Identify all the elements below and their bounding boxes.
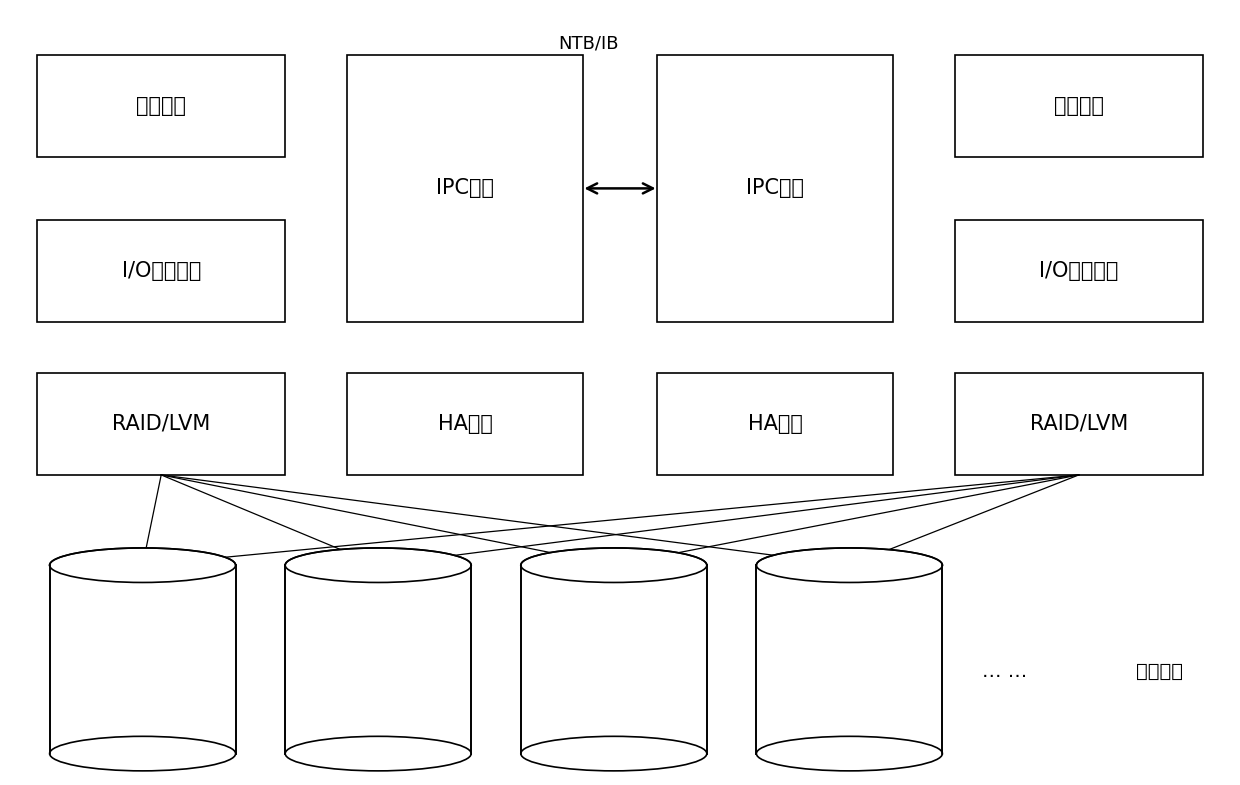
Text: IPC模块: IPC模块: [746, 178, 804, 199]
Bar: [37, 220, 285, 322]
Bar: [37, 55, 285, 157]
Text: HA模块: HA模块: [438, 414, 492, 434]
Ellipse shape: [50, 548, 236, 582]
Ellipse shape: [285, 736, 471, 771]
Bar: [955, 373, 1203, 475]
Ellipse shape: [521, 548, 707, 582]
Ellipse shape: [50, 736, 236, 771]
Bar: [521, 565, 707, 754]
Text: I/O传递模块: I/O传递模块: [122, 261, 201, 281]
Text: I/O传递模块: I/O传递模块: [1039, 261, 1118, 281]
Text: HA模块: HA模块: [748, 414, 802, 434]
Text: 物理硬盘: 物理硬盘: [1136, 662, 1183, 681]
Bar: [955, 55, 1203, 157]
Ellipse shape: [756, 548, 942, 582]
Text: 目标模块: 目标模块: [136, 96, 186, 116]
Bar: [285, 565, 471, 754]
Text: RAID/LVM: RAID/LVM: [112, 414, 211, 434]
Bar: [657, 373, 893, 475]
Bar: [37, 373, 285, 475]
Bar: [50, 565, 236, 754]
Bar: [657, 55, 893, 322]
Bar: [347, 373, 583, 475]
Text: 目标模块: 目标模块: [1054, 96, 1104, 116]
Ellipse shape: [756, 736, 942, 771]
Bar: [347, 55, 583, 322]
Ellipse shape: [285, 548, 471, 582]
Text: NTB/IB: NTB/IB: [559, 35, 619, 52]
Bar: [955, 220, 1203, 322]
Text: IPC模块: IPC模块: [436, 178, 494, 199]
Ellipse shape: [521, 736, 707, 771]
Bar: [756, 565, 942, 754]
Text: RAID/LVM: RAID/LVM: [1029, 414, 1128, 434]
Text: … …: … …: [982, 662, 1027, 681]
